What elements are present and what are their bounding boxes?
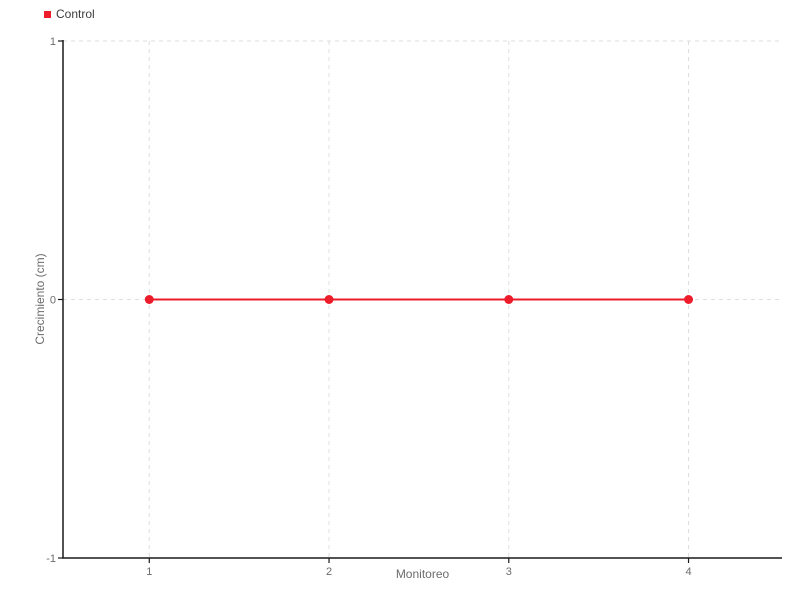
x-axis-title: Monitoreo (395, 567, 450, 581)
data-point-control (504, 295, 514, 304)
x-tick-label: 1 (146, 566, 152, 578)
legend-label-control: Control (56, 7, 95, 21)
data-point-control (684, 295, 694, 304)
y-tick-label: -1 (46, 553, 56, 565)
x-tick-label: 3 (506, 566, 512, 578)
legend-marker-control-icon (44, 10, 51, 18)
data-point-control (144, 295, 154, 304)
x-tick-label: 2 (326, 566, 332, 578)
data-point-control (324, 295, 334, 304)
legend: Control (44, 8, 95, 20)
y-axis-title: Crecimiento (cm) (33, 253, 47, 345)
x-tick-label: 4 (685, 566, 691, 578)
y-tick-label: 1 (50, 36, 56, 48)
y-tick-label: 0 (50, 295, 56, 307)
